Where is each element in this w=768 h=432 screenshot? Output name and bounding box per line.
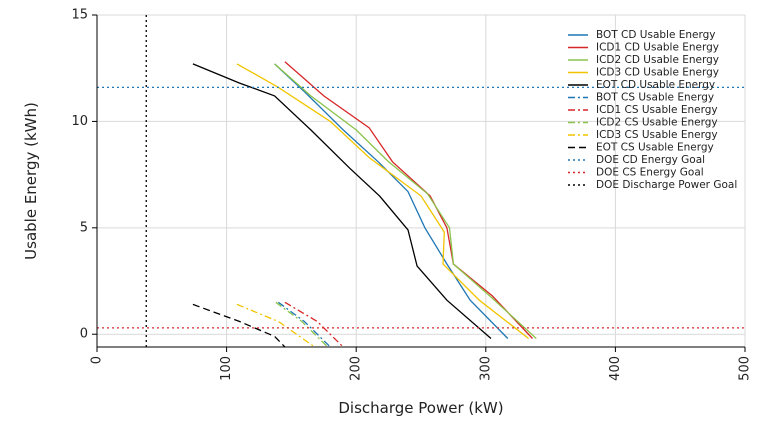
legend-label: BOT CS Usable Energy [596, 92, 714, 104]
legend-label: ICD2 CD Usable Energy [596, 54, 719, 66]
grid [96, 14, 746, 347]
legend-label: ICD1 CD Usable Energy [596, 42, 719, 54]
legend-label: EOT CS Usable Energy [596, 142, 714, 154]
legend-label: ICD1 CS Usable Energy [596, 104, 718, 116]
ticks: 0 100 200 300 400 500 0 5 10 15 [71, 8, 752, 381]
series-line-7 [275, 301, 329, 347]
legend-label: ICD2 CS Usable Energy [596, 117, 718, 129]
x-tick-label: 200 [349, 356, 364, 381]
x-axis-label: Discharge Power (kW) [338, 399, 503, 417]
legend-label: ICD3 CD Usable Energy [596, 67, 719, 79]
plot-area [97, 15, 745, 347]
series-line-2 [274, 63, 537, 339]
y-tick-label: 0 [80, 327, 88, 342]
axes [96, 15, 745, 348]
x-tick-label: 100 [219, 356, 234, 381]
legend-label: BOT CD Usable Energy [596, 29, 716, 41]
series-line-5 [278, 301, 331, 347]
y-tick-label: 10 [71, 114, 88, 129]
x-tick-label: 300 [478, 356, 493, 381]
series-line-4 [192, 63, 492, 339]
series-line-1 [284, 61, 533, 339]
series-line-0 [274, 63, 509, 339]
legend-label: ICD3 CS Usable Energy [596, 129, 718, 141]
series-line-6 [284, 301, 344, 347]
x-tick-label: 500 [738, 356, 753, 381]
y-tick-label: 15 [71, 8, 88, 23]
y-tick-label: 5 [80, 220, 88, 235]
legend-label: EOT CD Usable Energy [596, 79, 715, 91]
legend-label: DOE CS Energy Goal [596, 167, 704, 179]
legend-label: DOE CD Energy Goal [596, 154, 705, 166]
series-line-9 [192, 303, 286, 347]
y-axis-label: Usable Energy (kWh) [22, 102, 40, 260]
series-line-3 [236, 63, 529, 340]
legend-label: DOE Discharge Power Goal [596, 179, 737, 191]
x-tick-label: 0 [90, 356, 105, 364]
x-tick-label: 400 [608, 356, 623, 381]
